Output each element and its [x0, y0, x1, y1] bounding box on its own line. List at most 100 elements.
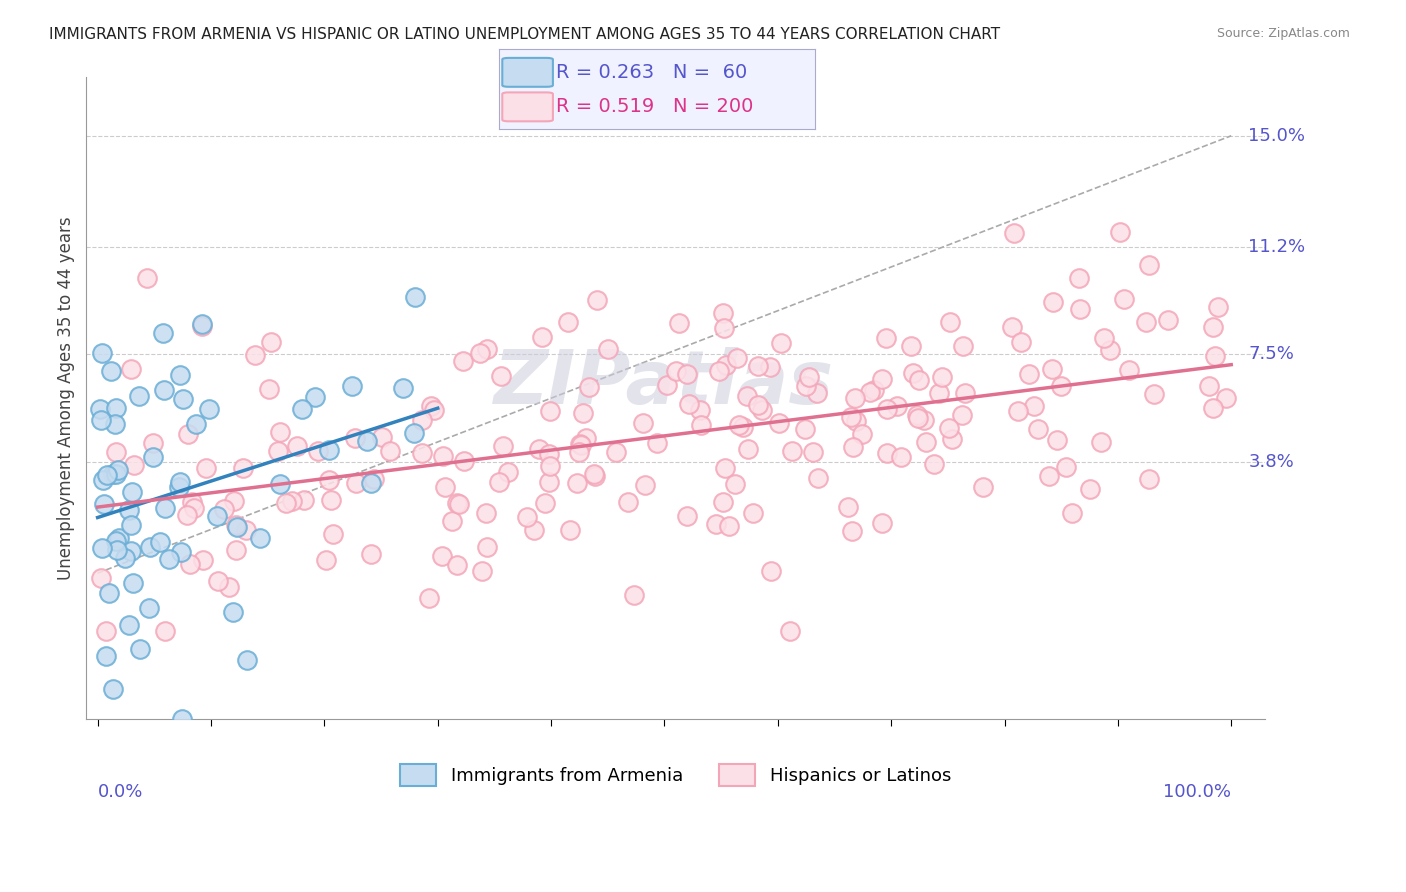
- Point: [186, 417, 208, 432]
- Point: [742, 506, 765, 520]
- Point: [768, 416, 790, 430]
- Point: [928, 386, 950, 401]
- Point: [1137, 258, 1160, 272]
- Point: [950, 408, 973, 422]
- Point: [851, 426, 873, 441]
- Point: [747, 398, 769, 412]
- Point: [118, 618, 141, 632]
- Point: [676, 367, 699, 381]
- Point: [915, 434, 938, 449]
- Point: [875, 331, 897, 345]
- Point: [470, 565, 492, 579]
- Point: [343, 431, 366, 445]
- Point: [232, 461, 254, 475]
- Point: [101, 467, 124, 481]
- Point: [322, 527, 344, 541]
- Point: [423, 403, 446, 417]
- Point: [876, 402, 898, 417]
- Point: [737, 442, 759, 457]
- Point: [516, 510, 538, 524]
- Point: [859, 384, 882, 399]
- Point: [1010, 334, 1032, 349]
- Point: [806, 386, 828, 401]
- Point: [839, 410, 862, 425]
- Point: [1026, 422, 1049, 436]
- Point: [731, 419, 754, 434]
- Point: [569, 437, 592, 451]
- Point: [1092, 331, 1115, 345]
- Point: [120, 544, 142, 558]
- Point: [304, 390, 326, 404]
- Point: [235, 523, 257, 537]
- Text: IMMIGRANTS FROM ARMENIA VS HISPANIC OR LATINO UNEMPLOYMENT AMONG AGES 35 TO 44 Y: IMMIGRANTS FROM ARMENIA VS HISPANIC OR L…: [49, 27, 1000, 42]
- Point: [446, 558, 468, 572]
- Point: [360, 547, 382, 561]
- Point: [797, 370, 820, 384]
- Point: [411, 446, 433, 460]
- Point: [488, 475, 510, 490]
- Point: [103, 417, 125, 432]
- Point: [142, 436, 165, 450]
- Point: [704, 517, 727, 532]
- Point: [218, 580, 240, 594]
- FancyBboxPatch shape: [502, 58, 553, 87]
- Point: [569, 438, 592, 452]
- Point: [356, 434, 378, 449]
- Point: [212, 502, 235, 516]
- Point: [761, 564, 783, 578]
- Point: [122, 576, 145, 591]
- Point: [108, 531, 131, 545]
- Point: [1201, 319, 1223, 334]
- Point: [176, 427, 198, 442]
- Point: [870, 372, 893, 386]
- Point: [912, 413, 935, 427]
- Point: [794, 422, 817, 436]
- Point: [794, 378, 817, 392]
- Point: [938, 315, 960, 329]
- Point: [269, 476, 291, 491]
- Point: [267, 443, 290, 458]
- Point: [801, 445, 824, 459]
- Point: [205, 508, 228, 523]
- Point: [668, 316, 690, 330]
- Point: [1069, 271, 1091, 285]
- Point: [1118, 363, 1140, 377]
- Point: [725, 351, 748, 366]
- Point: [104, 467, 127, 481]
- Point: [344, 475, 367, 490]
- Point: [172, 712, 194, 726]
- Point: [172, 392, 194, 406]
- Point: [557, 315, 579, 329]
- Point: [496, 466, 519, 480]
- Point: [598, 342, 620, 356]
- Point: [392, 380, 415, 394]
- Point: [689, 402, 711, 417]
- Text: 0.0%: 0.0%: [97, 783, 143, 801]
- Point: [837, 500, 859, 515]
- Point: [243, 348, 266, 362]
- Point: [183, 501, 205, 516]
- Point: [560, 523, 582, 537]
- Point: [90, 413, 112, 427]
- Point: [1204, 349, 1226, 363]
- Point: [249, 531, 271, 545]
- Point: [1090, 435, 1112, 450]
- Point: [1024, 399, 1046, 413]
- Point: [707, 364, 730, 378]
- Point: [583, 467, 606, 482]
- Point: [578, 380, 600, 394]
- Point: [128, 389, 150, 403]
- Point: [538, 458, 561, 473]
- Point: [149, 535, 172, 549]
- Point: [120, 362, 142, 376]
- Text: Source: ZipAtlas.com: Source: ZipAtlas.com: [1216, 27, 1350, 40]
- Point: [1198, 379, 1220, 393]
- Point: [193, 553, 215, 567]
- Point: [623, 589, 645, 603]
- Point: [870, 516, 893, 530]
- Point: [285, 439, 308, 453]
- Point: [432, 450, 454, 464]
- Point: [537, 447, 560, 461]
- Point: [198, 402, 221, 417]
- Point: [751, 402, 773, 417]
